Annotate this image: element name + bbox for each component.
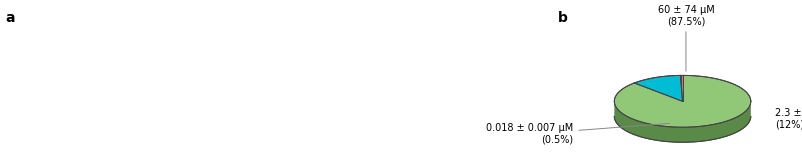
Text: 0.018 ± 0.007 μM
(0.5%): 0.018 ± 0.007 μM (0.5%): [485, 123, 669, 145]
Text: b: b: [557, 11, 567, 25]
Polygon shape: [634, 75, 682, 101]
Text: 2.3 ± 1.3 μM
(12%): 2.3 ± 1.3 μM (12%): [774, 108, 802, 129]
Text: a: a: [6, 11, 15, 25]
Polygon shape: [614, 101, 750, 142]
Text: 60 ± 74 μM
(87.5%): 60 ± 74 μM (87.5%): [657, 5, 714, 71]
Polygon shape: [679, 75, 682, 101]
Polygon shape: [614, 75, 750, 127]
